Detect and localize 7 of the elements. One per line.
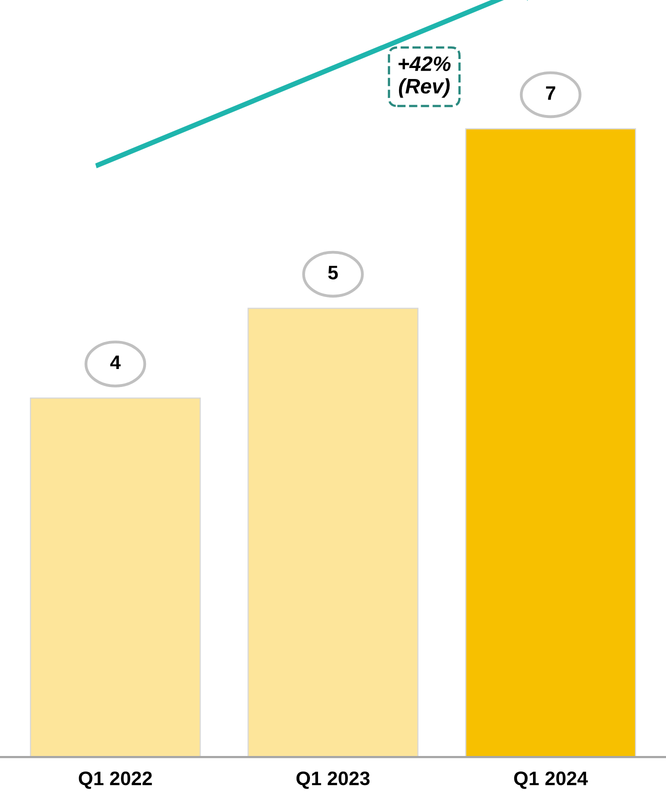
- data-label: 7: [546, 86, 556, 100]
- data-label: 5: [328, 266, 338, 280]
- x-tick-label: Q1 2024: [514, 772, 588, 789]
- data-label: 4: [110, 356, 121, 370]
- text: +42% (Rev): [398, 56, 451, 98]
- x-tick-label: Q1 2023: [296, 772, 370, 789]
- x-tick-label: Q1 2022: [78, 772, 152, 789]
